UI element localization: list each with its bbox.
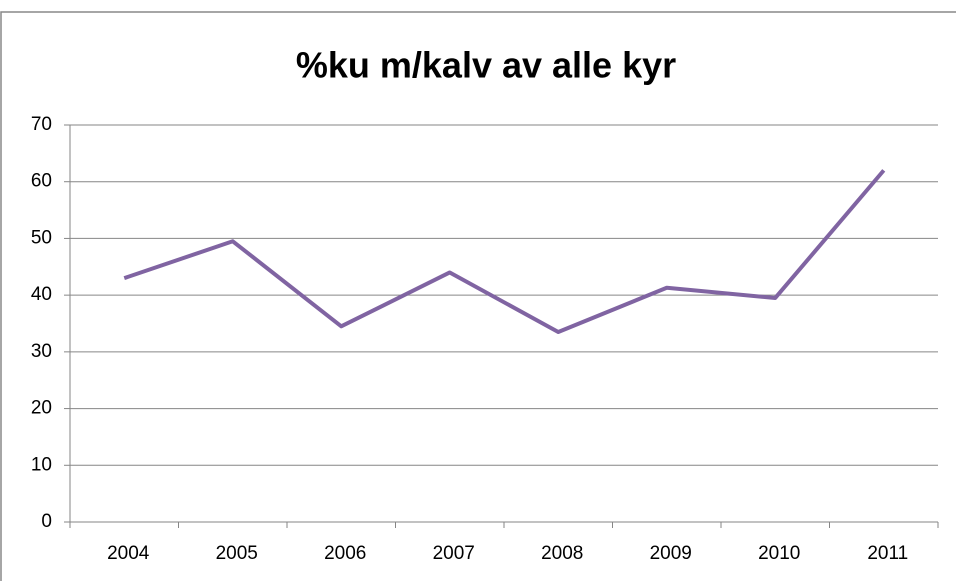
y-tick-label: 50	[31, 227, 52, 248]
y-tick-label: 10	[31, 454, 52, 475]
x-tick-label: 2009	[650, 543, 692, 564]
y-tick-label: 60	[31, 171, 52, 192]
y-tick-label: 40	[31, 284, 52, 305]
y-tick-label: 30	[31, 341, 52, 362]
chart-frame	[0, 11, 956, 581]
y-tick-label: 20	[31, 398, 52, 419]
x-tick-label: 2005	[216, 543, 258, 564]
x-tick-label: 2004	[107, 543, 150, 564]
y-tick-label: 70	[31, 114, 52, 135]
data-line	[123, 169, 886, 335]
y-tick-label: 0	[41, 511, 52, 532]
x-tick-label: 2006	[324, 543, 366, 564]
x-tick-label: 2008	[541, 543, 583, 564]
x-tick-label: 2010	[758, 543, 800, 564]
x-tick-label: 2011	[867, 543, 908, 564]
chart-title: %ku m/kalv av alle kyr	[296, 45, 676, 86]
x-tick-label: 2007	[433, 543, 475, 564]
